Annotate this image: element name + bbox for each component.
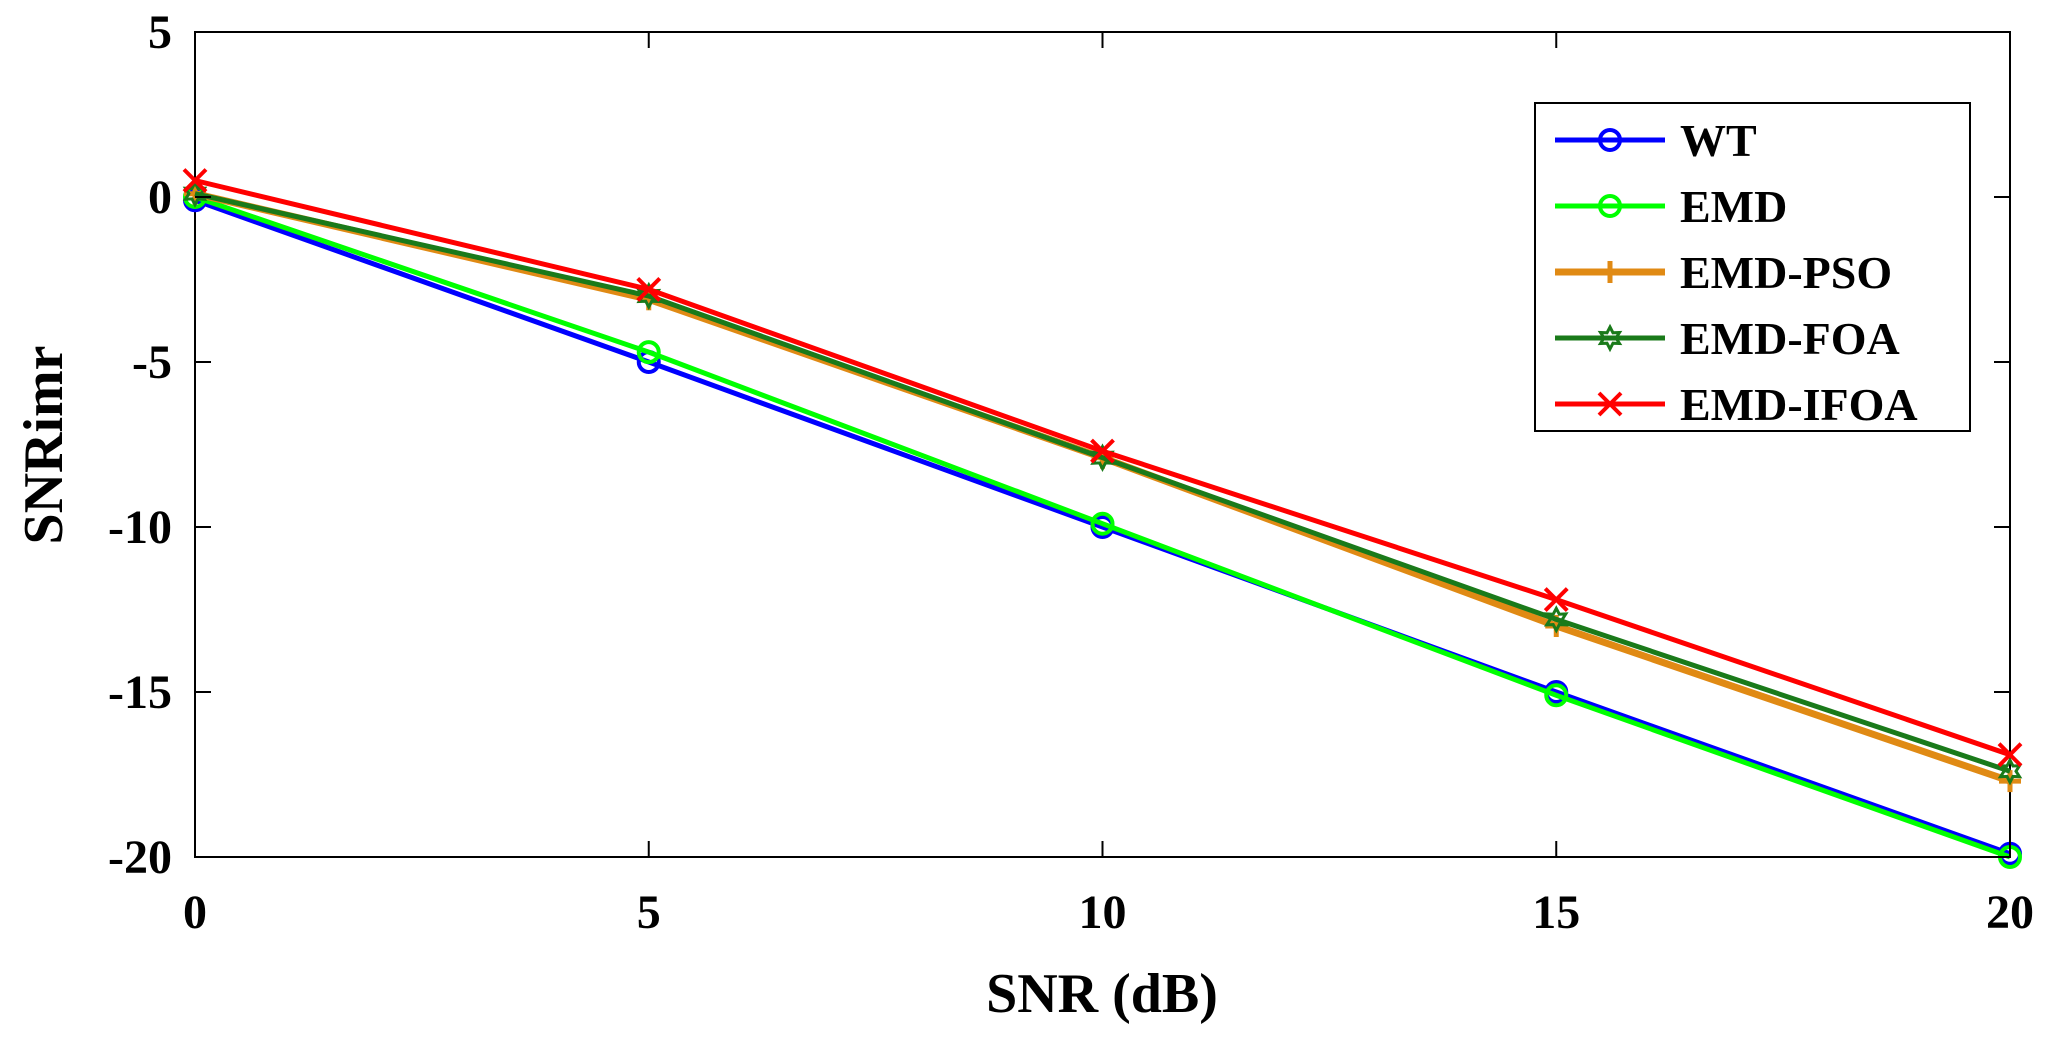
x-tick-label: 5	[637, 886, 661, 939]
marker-stroke	[1597, 391, 1623, 417]
data-point	[1597, 391, 1623, 417]
data-point	[1090, 438, 1115, 464]
tick-layer: 0 5 10 15 20 5 0 -5 -10 -15 -20	[108, 6, 2034, 939]
data-point	[636, 276, 662, 302]
series-line	[194, 197, 2011, 857]
y-tick-label: -15	[108, 666, 172, 719]
y-tick-label: -5	[132, 336, 172, 389]
y-tick-label: -10	[108, 501, 172, 554]
legend-entry: EMD-FOA	[1555, 313, 1900, 364]
data-point	[1090, 511, 1115, 536]
data-point	[1597, 323, 1623, 353]
x-tick-label: 15	[1532, 886, 1580, 939]
data-point	[1997, 742, 2023, 768]
data-point	[1598, 128, 1622, 152]
x-tick-label: 0	[183, 886, 207, 939]
legend-entry: EMD-PSO	[1555, 247, 1892, 298]
data-point	[636, 340, 661, 365]
series-layer	[182, 168, 2023, 869]
legend: WT EMD EMD-PSO EMD-FOA EMD-IFOA	[1534, 102, 1971, 432]
legend-label: WT	[1680, 115, 1757, 166]
data-point	[182, 168, 208, 193]
legend-label: EMD-PSO	[1680, 247, 1892, 298]
marker-stroke	[1997, 742, 2023, 768]
series-emd-ifoa	[182, 168, 2023, 768]
data-point	[1598, 194, 1622, 218]
marker-stroke	[1543, 587, 1569, 613]
series-line	[194, 191, 2011, 774]
data-point	[1543, 605, 1569, 634]
legend-label: EMD	[1680, 181, 1787, 232]
legend-entry: WT	[1555, 115, 1757, 166]
series-line	[194, 194, 2011, 860]
legend-entry: EMD	[1555, 181, 1787, 232]
legend-entry: EMD-IFOA	[1555, 379, 1918, 430]
y-axis-title: SNRimr	[13, 345, 75, 544]
data-point	[1544, 683, 1569, 708]
x-tick-label: 10	[1079, 886, 1127, 939]
y-tick-label: 0	[148, 171, 172, 224]
data-point	[1543, 587, 1569, 613]
y-tick-label: -20	[108, 831, 172, 884]
legend-label: EMD-IFOA	[1680, 379, 1918, 430]
marker-stroke	[1090, 438, 1115, 464]
x-axis-title: SNR (dB)	[986, 963, 1218, 1025]
marker-stroke	[182, 168, 208, 193]
x-tick-label: 20	[1986, 886, 2034, 939]
legend-label: EMD-FOA	[1680, 313, 1900, 364]
marker-stroke	[636, 276, 662, 302]
y-tick-label: 5	[148, 6, 172, 59]
data-point	[1599, 261, 1621, 283]
